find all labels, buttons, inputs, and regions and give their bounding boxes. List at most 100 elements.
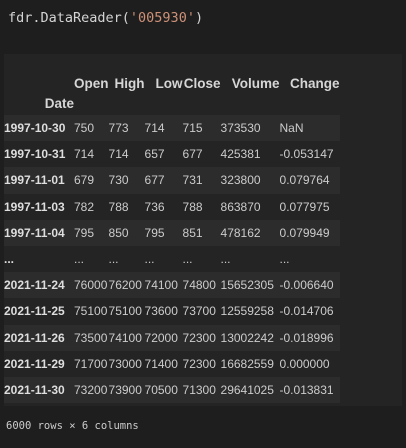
cell-volume: 478162 — [220, 225, 261, 240]
cell-low: 677 — [144, 173, 165, 188]
code-closing-paren: ) — [194, 10, 204, 26]
header-open: Open — [74, 76, 109, 91]
cell-change: 0.079949 — [279, 225, 330, 240]
header-blank — [4, 54, 74, 91]
cell-change: 0.000000 — [279, 356, 330, 371]
cell-close: 715 — [182, 121, 203, 136]
cell-close: 731 — [182, 173, 203, 188]
cell-low: 74100 — [144, 278, 178, 293]
cell-high: 73000 — [108, 356, 142, 371]
cell-open: 73200 — [74, 382, 108, 397]
cell-change: ... — [279, 252, 290, 267]
code-string-literal: '005930' — [129, 10, 195, 26]
cell-open: 71700 — [74, 356, 108, 371]
header-spacer — [183, 91, 221, 115]
row-index-date: 1997-10-31 — [4, 147, 66, 162]
cell-open: 782 — [74, 199, 95, 214]
cell-high: 773 — [108, 121, 129, 136]
cell-low: ... — [144, 252, 155, 267]
row-index-date: 1997-10-30 — [4, 121, 66, 136]
header-close: Close — [183, 76, 221, 91]
table-body: 1997-10-30 750 773 714 715 373530 NaN 1997-10-3… — [4, 115, 340, 404]
table-row: 2021-11-30 73200 73900 70500 71300 29641025 -0… — [4, 376, 340, 404]
column-header-row: Open High Low Close Volume Change — [4, 54, 340, 91]
cell-open: 795 — [74, 225, 95, 240]
cell-close: 677 — [182, 147, 203, 162]
cell-change: -0.013831 — [279, 382, 334, 397]
header-volume: Volume — [231, 76, 280, 91]
row-index-date: 2021-11-24 — [4, 278, 65, 293]
table-row: 1997-10-31 714 714 657 677 425381 -0.053147 — [4, 141, 340, 168]
table-row: 2021-11-26 73500 74100 72000 72300 13002242 -0… — [4, 324, 340, 351]
cell-change: NaN — [279, 121, 304, 136]
cell-high: 74100 — [108, 330, 142, 345]
cell-close: 71300 — [182, 382, 216, 397]
table-row: 1997-10-30 750 773 714 715 373530 NaN — [4, 115, 340, 142]
header-spacer — [280, 91, 340, 115]
cell-high: 730 — [108, 173, 129, 188]
cell-volume: 863870 — [220, 199, 261, 214]
cell-open: 750 — [74, 121, 95, 136]
cell-volume: 12559258 — [220, 304, 274, 319]
row-index-date: 1997-11-03 — [4, 199, 65, 214]
cell-change: -0.014706 — [279, 304, 334, 319]
cell-change: 0.077975 — [279, 199, 330, 214]
cell-volume: 16682559 — [220, 356, 274, 371]
cell-change: -0.018996 — [279, 330, 334, 345]
table-row: 1997-11-04 795 850 795 851 478162 0.079949 — [4, 219, 340, 246]
cell-change: -0.053147 — [279, 147, 334, 162]
cell-high: 850 — [108, 225, 129, 240]
dataframe-shape-summary: 6000 rows × 6 columns — [6, 420, 139, 432]
cell-volume: 323800 — [220, 173, 261, 188]
dataframe-table: Open High Low Close Volume Change Date 1… — [4, 54, 340, 404]
cell-low: 73600 — [144, 304, 178, 319]
cell-volume: 13002242 — [220, 330, 274, 345]
cell-volume: 15652305 — [220, 278, 274, 293]
cell-high: ... — [108, 252, 119, 267]
cell-close: 851 — [182, 225, 203, 240]
cell-low: 795 — [144, 225, 165, 240]
cell-high: 76200 — [108, 278, 142, 293]
row-index-date: 1997-11-04 — [4, 225, 65, 240]
cell-high: 714 — [108, 147, 129, 162]
row-index-date: 2021-11-25 — [4, 304, 65, 319]
header-change: Change — [290, 76, 340, 91]
cell-close: 72300 — [182, 356, 216, 371]
index-name-header: Date — [44, 95, 74, 111]
table-row: ..................... — [4, 245, 340, 273]
header-spacer — [74, 91, 109, 115]
cell-change: -0.006640 — [279, 278, 334, 293]
header-spacer — [221, 91, 280, 115]
cell-volume: 29641025 — [220, 382, 274, 397]
table-row: 1997-11-03 782 788 736 788 863870 0.077975 — [4, 193, 340, 220]
cell-close: 73700 — [182, 304, 216, 319]
code-function-call: fdr.DataReader( — [8, 10, 130, 26]
cell-open: ... — [74, 252, 85, 267]
cell-output: Open High Low Close Volume Change Date 1… — [4, 54, 402, 406]
cell-open: 714 — [74, 147, 95, 162]
row-index-date: 2021-11-26 — [4, 330, 65, 345]
table-row: 1997-11-01 679 730 677 731 323800 0.079764 — [4, 167, 340, 194]
header-low: Low — [155, 76, 183, 91]
cell-open: 73500 — [74, 330, 108, 345]
cell-low: 714 — [144, 121, 165, 136]
cell-high: 73900 — [108, 382, 142, 397]
cell-volume: ... — [220, 252, 231, 267]
cell-open: 75100 — [74, 304, 108, 319]
header-spacer — [145, 91, 183, 115]
header-high: High — [114, 76, 145, 91]
code-cell-input[interactable]: fdr.DataReader('005930') — [8, 9, 203, 27]
table-row: 2021-11-29 71700 73000 71400 72300 16682559 0.… — [4, 350, 340, 377]
cell-low: 72000 — [144, 330, 178, 345]
cell-open: 679 — [74, 173, 95, 188]
index-header-row: Date — [4, 91, 340, 115]
cell-volume: 425381 — [220, 147, 261, 162]
cell-close: ... — [182, 252, 193, 267]
cell-high: 788 — [108, 199, 129, 214]
cell-close: 788 — [182, 199, 203, 214]
cell-close: 74800 — [182, 278, 216, 293]
cell-change: 0.079764 — [279, 173, 330, 188]
cell-open: 76000 — [74, 278, 108, 293]
cell-volume: 373530 — [220, 121, 261, 136]
row-index-date: 2021-11-29 — [4, 356, 65, 371]
